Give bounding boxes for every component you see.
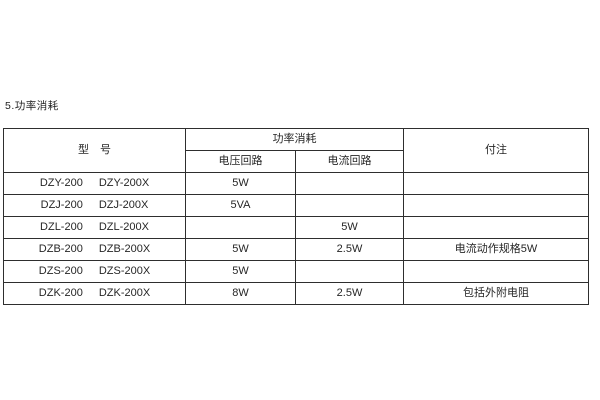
col-header-power: 功率消耗 — [185, 128, 404, 151]
col-header-note: 付注 — [403, 128, 589, 173]
model-cell: DZK-200 DZK-200X — [3, 282, 186, 305]
model-pair: DZS-200 DZS-200X — [39, 266, 150, 277]
note-cell — [403, 216, 589, 239]
voltage-cell: 5W — [185, 172, 296, 195]
voltage-cell — [185, 216, 296, 239]
header-row-sub: 电压回路 电流回路 — [4, 150, 589, 173]
voltage-cell: 5W — [185, 260, 296, 283]
model-name: DZJ-200 — [40, 199, 83, 211]
model-name: DZY-200X — [98, 177, 150, 189]
model-pair: DZJ-200 DZJ-200X — [41, 200, 149, 211]
model-cell: DZL-200 DZL-200X — [3, 216, 186, 239]
voltage-cell: 8W — [185, 282, 296, 305]
current-cell: 2.5W — [295, 238, 404, 261]
note-cell — [403, 260, 589, 283]
model-cell: DZJ-200 DZJ-200X — [3, 194, 186, 217]
current-cell — [295, 172, 404, 195]
note-cell: 电流动作规格5W — [403, 238, 589, 261]
model-cell: DZB-200 DZB-200X — [3, 238, 186, 261]
model-name: DZL-200 — [40, 221, 83, 233]
note-cell — [403, 172, 589, 195]
col-header-voltage: 电压回路 — [185, 150, 296, 173]
table-row: DZL-200 DZL-200X 5W — [3, 216, 589, 239]
power-consumption-table: 型 号 功率消耗 付注 电压回路 电流回路 DZY-200 DZY-200X 5… — [3, 128, 589, 305]
current-cell — [295, 260, 404, 283]
col-header-current: 电流回路 — [295, 150, 404, 173]
current-cell — [295, 194, 404, 217]
voltage-cell: 5VA — [185, 194, 296, 217]
current-cell: 2.5W — [295, 282, 404, 305]
model-cell: DZY-200 DZY-200X — [3, 172, 186, 195]
model-name: DZJ-200X — [98, 199, 149, 211]
model-pair: DZY-200 DZY-200X — [40, 178, 149, 189]
voltage-cell: 5W — [185, 238, 296, 261]
header-row-top: 型 号 功率消耗 付注 — [3, 128, 589, 173]
table-row: DZB-200 DZB-200X 5W 2.5W 电流动作规格5W — [3, 238, 589, 261]
model-name: DZS-200X — [98, 265, 151, 277]
table-row: DZY-200 DZY-200X 5W — [3, 172, 589, 195]
model-name: DZB-200 — [38, 243, 83, 255]
col-header-model: 型 号 — [3, 128, 186, 173]
model-name: DZL-200X — [98, 221, 149, 233]
section-title: 5.功率消耗 — [5, 100, 59, 112]
model-pair: DZK-200 DZK-200X — [39, 288, 150, 299]
note-cell: 包括外附电阻 — [403, 282, 589, 305]
model-pair: DZB-200 DZB-200X — [39, 244, 150, 255]
model-name: DZK-200X — [98, 287, 151, 299]
table-row: DZK-200 DZK-200X 8W 2.5W 包括外附电阻 — [3, 282, 589, 305]
note-cell — [403, 194, 589, 217]
model-pair: DZL-200 DZL-200X — [40, 222, 149, 233]
model-name: DZK-200 — [38, 287, 83, 299]
current-cell: 5W — [295, 216, 404, 239]
model-name: DZS-200 — [38, 265, 83, 277]
table-row: DZS-200 DZS-200X 5W — [3, 260, 589, 283]
table-row: DZJ-200 DZJ-200X 5VA — [3, 194, 589, 217]
model-name: DZY-200 — [39, 177, 83, 189]
model-cell: DZS-200 DZS-200X — [3, 260, 186, 283]
model-name: DZB-200X — [98, 243, 151, 255]
